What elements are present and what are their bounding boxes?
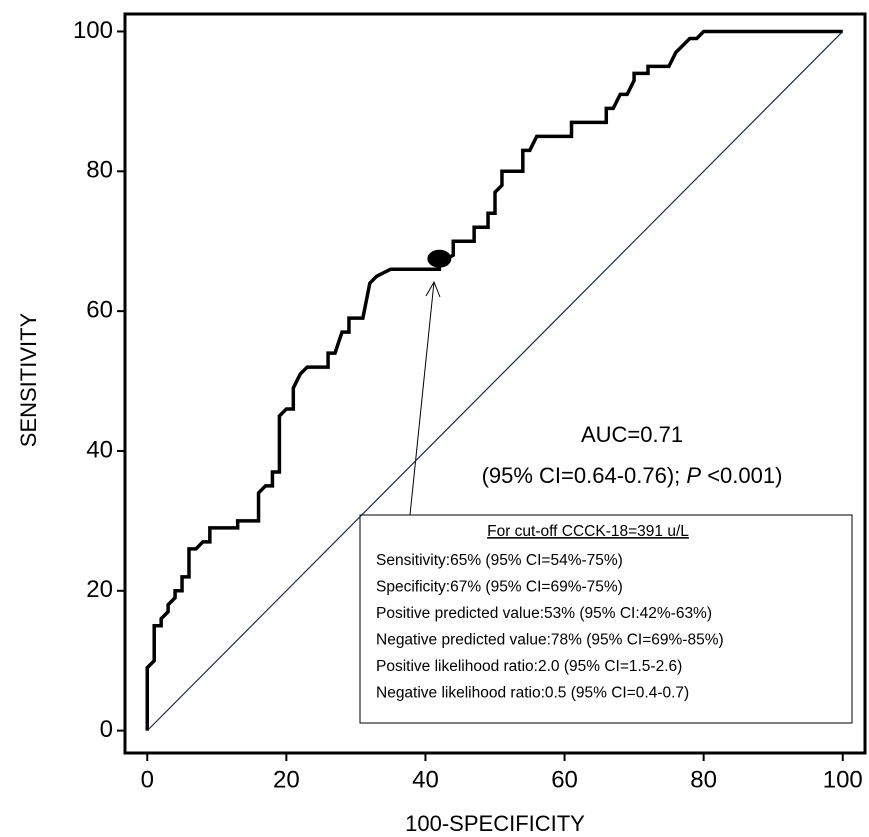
- cutoff-point: [427, 249, 452, 268]
- info-box-title: For cut-off CCCK-18=391 u/L: [487, 523, 689, 540]
- y-tick-label: 100: [73, 17, 113, 44]
- reference-line: [146, 31, 844, 732]
- info-line: Positive likelihood ratio:2.0 (95% CI=1.…: [376, 658, 682, 675]
- ci-text: (95% CI=0.64-0.76);: [482, 463, 687, 488]
- info-line: Positive predicted value:53% (95% CI:42%…: [376, 605, 712, 622]
- roc-curve: [145, 29, 843, 731]
- y-tick-label: 40: [86, 436, 113, 463]
- y-tick-label: 80: [86, 157, 113, 184]
- info-line: Sensitivity:65% (95% CI=54%-75%): [376, 552, 623, 569]
- p-value: <0.001): [701, 463, 782, 488]
- x-tick-label: 0: [141, 766, 154, 793]
- x-tick-label: 100: [823, 766, 863, 793]
- info-box: [359, 514, 853, 724]
- info-line: Negative likelihood ratio:0.5 (95% CI=0.…: [376, 685, 689, 702]
- y-tick-label: 0: [100, 716, 113, 743]
- info-line: Negative predicted value:78% (95% CI=69%…: [376, 632, 724, 649]
- x-axis-label: 100-SPECIFICITY: [405, 811, 585, 836]
- y-axis-label: SENSITIVITY: [16, 312, 41, 447]
- info-line: Specificity:67% (95% CI=69%-75%): [376, 579, 623, 596]
- arrow-shaft: [409, 281, 435, 516]
- plot-frame: [123, 12, 867, 755]
- auc-label: AUC=0.71: [581, 422, 683, 447]
- x-tick-label: 80: [690, 766, 717, 793]
- auc-ci: (95% CI=0.64-0.76); P <0.001): [482, 463, 783, 488]
- x-tick-label: 60: [551, 766, 578, 793]
- x-tick-label: 40: [412, 766, 439, 793]
- y-tick-label: 20: [86, 576, 113, 603]
- p-symbol: P: [686, 463, 701, 488]
- arrow-head: [425, 280, 441, 298]
- y-tick-label: 60: [86, 296, 113, 323]
- x-tick-label: 20: [273, 766, 300, 793]
